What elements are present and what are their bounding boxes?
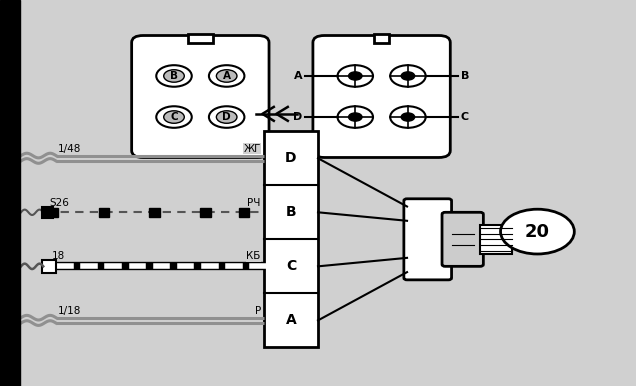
- Circle shape: [349, 113, 362, 121]
- Circle shape: [216, 111, 237, 123]
- Text: B: B: [170, 71, 178, 81]
- Text: 20: 20: [525, 223, 550, 240]
- Circle shape: [156, 65, 192, 87]
- Text: B: B: [461, 71, 469, 81]
- Circle shape: [216, 70, 237, 82]
- Circle shape: [209, 106, 244, 128]
- Text: A: A: [286, 313, 296, 327]
- Circle shape: [209, 65, 244, 87]
- Text: S26: S26: [50, 198, 69, 208]
- Bar: [200, 208, 211, 217]
- Circle shape: [390, 65, 425, 87]
- Circle shape: [338, 65, 373, 87]
- Bar: [264, 131, 318, 347]
- Text: B: B: [286, 205, 296, 219]
- Circle shape: [338, 106, 373, 128]
- Text: ЖГ: ЖГ: [244, 144, 261, 154]
- Bar: [0, 0, 20, 386]
- FancyBboxPatch shape: [132, 36, 269, 157]
- Bar: [480, 225, 512, 254]
- Text: A: A: [223, 71, 231, 81]
- Text: C: C: [461, 112, 469, 122]
- Text: 1/48: 1/48: [58, 144, 81, 154]
- FancyBboxPatch shape: [442, 212, 483, 266]
- Text: РЧ: РЧ: [247, 198, 261, 208]
- Bar: [512, 232, 526, 247]
- Circle shape: [401, 113, 415, 121]
- Bar: [42, 207, 53, 218]
- Text: A: A: [294, 71, 302, 81]
- Text: D: D: [285, 151, 297, 165]
- Bar: [238, 208, 249, 217]
- Text: C: C: [286, 259, 296, 273]
- Bar: [149, 208, 160, 217]
- Circle shape: [390, 106, 425, 128]
- Text: КБ: КБ: [246, 251, 261, 261]
- Circle shape: [401, 72, 415, 80]
- Text: D: D: [223, 112, 231, 122]
- Circle shape: [501, 209, 574, 254]
- Text: D: D: [293, 112, 302, 122]
- Circle shape: [163, 70, 184, 82]
- Text: Р: Р: [254, 306, 261, 316]
- Text: C: C: [170, 112, 178, 122]
- Bar: [188, 34, 213, 43]
- FancyBboxPatch shape: [313, 36, 450, 157]
- Bar: [48, 208, 58, 217]
- Text: 1/18: 1/18: [58, 306, 81, 316]
- Bar: [99, 208, 109, 217]
- Circle shape: [156, 106, 192, 128]
- FancyBboxPatch shape: [404, 199, 452, 280]
- Bar: [374, 34, 389, 43]
- Circle shape: [349, 72, 362, 80]
- Circle shape: [163, 111, 184, 123]
- Text: 18: 18: [52, 251, 65, 261]
- Bar: [42, 260, 56, 273]
